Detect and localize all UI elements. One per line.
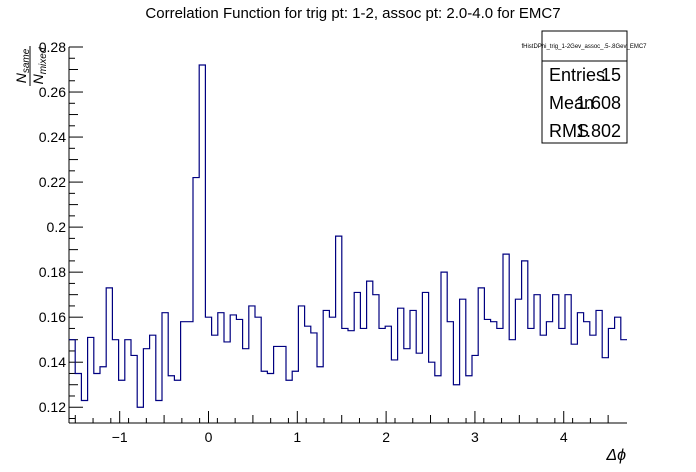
x-tick-label: 2 — [382, 429, 390, 445]
stats-rms-value: 1.802 — [576, 121, 621, 141]
stats-mean-label: Mean — [549, 93, 594, 113]
x-tick-label: 3 — [471, 429, 479, 445]
x-tick-label: 4 — [560, 429, 568, 445]
stats-entries-value: 15 — [601, 65, 621, 85]
x-tick-label: −1 — [112, 429, 128, 445]
stats-rms-label: RMS — [549, 121, 589, 141]
y-tick-label: 0.22 — [39, 174, 66, 190]
y-axis-title-denominator: Nmixed — [30, 47, 49, 84]
x-tick-label: 0 — [205, 429, 213, 445]
stats-entries-label: Entries — [549, 65, 605, 85]
chart-title: Correlation Function for trig pt: 1-2, a… — [145, 5, 560, 22]
y-tick-label: 0.16 — [39, 309, 66, 325]
stats-histogram-name: fHistDPhi_trig_1-2Gev_assoc_.5-.8Gev_EMC… — [521, 44, 647, 50]
y-tick-label: 0.2 — [47, 219, 67, 235]
y-tick-label: 0.28 — [39, 39, 66, 55]
y-axis-title: Nsame Nmixed — [13, 46, 49, 86]
axes — [68, 47, 627, 424]
y-tick-labels: 0.12 0.14 0.16 0.18 0.2 0.22 0.24 0.26 0.28 — [39, 39, 66, 415]
y-tick-label: 0.14 — [39, 354, 66, 370]
stats-mean-value: 1.608 — [576, 93, 621, 113]
x-axis-title: Δϕ — [605, 447, 626, 464]
x-tick-label: 1 — [293, 429, 301, 445]
tick-marks — [69, 46, 609, 423]
y-tick-label: 0.12 — [39, 399, 66, 415]
histogram-line — [69, 64, 627, 408]
x-tick-labels: −1 0 1 2 3 4 — [112, 429, 568, 445]
stats-box-frame — [541, 30, 628, 144]
y-tick-label: 0.24 — [39, 129, 66, 145]
y-tick-label: 0.18 — [39, 264, 66, 280]
stats-box: fHistDPhi_trig_1-2Gev_assoc_.5-.8Gev_EMC… — [521, 30, 647, 144]
y-axis-title-numerator: Nsame — [13, 48, 32, 83]
y-tick-label: 0.26 — [39, 84, 66, 100]
